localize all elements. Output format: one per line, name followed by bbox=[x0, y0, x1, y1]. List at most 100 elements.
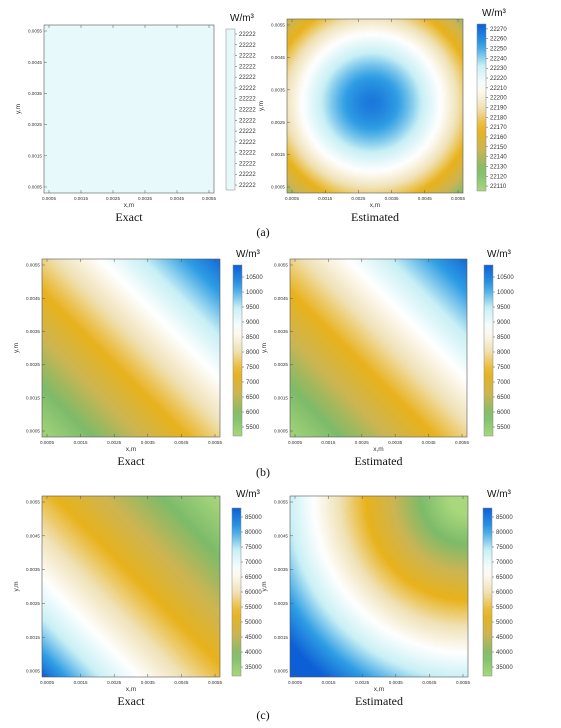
x-tick-label: 0.0055 bbox=[202, 196, 216, 201]
y-tick-label: 0.0055 bbox=[28, 29, 42, 34]
x-axis-label: x,m bbox=[373, 446, 383, 453]
colorbar-tick-label: 22210 bbox=[490, 86, 507, 92]
x-tick-label: 0.0005 bbox=[288, 440, 302, 445]
colorbar-tick-label: 22180 bbox=[490, 115, 507, 121]
x-tick-label: 0.0035 bbox=[141, 440, 155, 445]
x-tick-label: 0.0005 bbox=[285, 196, 299, 201]
x-tick-label: 0.0015 bbox=[74, 196, 88, 201]
panel-title: Estimated bbox=[355, 454, 403, 468]
colorbar-tick-label: 70000 bbox=[496, 560, 513, 566]
plot-frame bbox=[43, 24, 215, 194]
colorbar-tick-label: 75000 bbox=[245, 545, 262, 551]
colorbar-tick-label: 8500 bbox=[246, 335, 260, 341]
y-tick-label: 0.0045 bbox=[26, 533, 40, 538]
colorbar-tick-label: 8000 bbox=[497, 350, 511, 356]
colorbar-tick-label: 22222 bbox=[239, 86, 256, 92]
colorbar-unit-label: W/m³ bbox=[487, 489, 512, 500]
colorbar-tick-label: 22140 bbox=[490, 155, 507, 161]
panel-label: (c) bbox=[256, 708, 269, 722]
x-tick-label: 0.0055 bbox=[208, 440, 222, 445]
x-tick-label: 0.0035 bbox=[385, 196, 399, 201]
x-tick-label: 0.0055 bbox=[208, 680, 222, 685]
x-tick-label: 0.0045 bbox=[422, 680, 436, 685]
heatmap-field bbox=[42, 496, 220, 677]
y-tick-label: 0.0045 bbox=[28, 60, 42, 65]
colorbar-tick-label: 22222 bbox=[239, 172, 256, 178]
panel-title: Estimated bbox=[351, 210, 399, 224]
heatmap-field bbox=[290, 496, 468, 677]
plot-frame bbox=[289, 258, 468, 438]
y-tick-label: 0.0025 bbox=[274, 601, 288, 606]
x-axis-label: x,m bbox=[126, 446, 136, 453]
y-tick-label: 0.0005 bbox=[26, 429, 40, 434]
x-tick-label: 0.0025 bbox=[107, 440, 121, 445]
y-tick-label: 0.0025 bbox=[28, 122, 42, 127]
colorbar-tick-label: 7500 bbox=[497, 365, 511, 371]
colorbar-tick-label: 7000 bbox=[246, 380, 260, 386]
colorbar-tick-label: 22222 bbox=[239, 43, 256, 49]
colorbar-tick-label: 35000 bbox=[496, 665, 513, 671]
heatmap-panel-1: 0.0005 0.0015 0.0025 0.0035 0.0045 0.0055 0.00… bbox=[15, 13, 256, 224]
colorbar-unit-label: W/m³ bbox=[230, 13, 255, 24]
colorbar-tick-label: 22160 bbox=[490, 135, 507, 141]
colorbar-tick-label: 65000 bbox=[496, 575, 513, 581]
x-tick-label: 0.0005 bbox=[40, 440, 54, 445]
x-tick-label: 0.0025 bbox=[106, 196, 120, 201]
y-axis-label: y,m bbox=[13, 343, 20, 353]
colorbar-tick-label: 22222 bbox=[239, 108, 256, 114]
x-tick-label: 0.0025 bbox=[107, 680, 121, 685]
colorbar-tick-label: 80000 bbox=[245, 530, 262, 536]
colorbar-tick-label: 9000 bbox=[246, 320, 260, 326]
colorbar-tick-label: 6000 bbox=[497, 410, 511, 416]
colorbar-tick-label: 22222 bbox=[239, 151, 256, 157]
colorbar-tick-label: 22222 bbox=[239, 64, 256, 70]
panel-label: (a) bbox=[256, 225, 269, 239]
colorbar bbox=[231, 507, 242, 677]
colorbar-tick-label: 22110 bbox=[490, 184, 507, 190]
y-tick-label: 0.0015 bbox=[274, 395, 288, 400]
x-tick-label: 0.0015 bbox=[322, 680, 336, 685]
x-tick-label: 0.0005 bbox=[42, 196, 56, 201]
heatmap-field bbox=[290, 259, 467, 437]
y-tick-label: 0.0005 bbox=[28, 185, 42, 190]
colorbar-tick-label: 22222 bbox=[239, 140, 256, 146]
y-tick-label: 0.0025 bbox=[26, 601, 40, 606]
x-tick-label: 0.0015 bbox=[318, 196, 332, 201]
panel-title: Exact bbox=[115, 210, 143, 224]
y-tick-label: 0.0025 bbox=[274, 362, 288, 367]
colorbar bbox=[482, 507, 493, 677]
colorbar-tick-label: 10000 bbox=[246, 290, 263, 296]
x-tick-label: 0.0035 bbox=[389, 680, 403, 685]
colorbar-tick-label: 22190 bbox=[490, 106, 507, 112]
x-tick-label: 0.0035 bbox=[388, 440, 402, 445]
x-axis-label: x,m bbox=[124, 202, 134, 209]
x-tick-label: 0.0055 bbox=[456, 680, 470, 685]
colorbar-tick-label: 10500 bbox=[497, 275, 514, 281]
colorbar-tick-label: 22130 bbox=[490, 164, 507, 170]
y-tick-label: 0.0005 bbox=[271, 185, 285, 190]
y-tick-label: 0.0055 bbox=[274, 263, 288, 268]
colorbar-tick-label: 65000 bbox=[245, 575, 262, 581]
colorbar-tick-label: 22222 bbox=[239, 129, 256, 135]
colorbar-tick-label: 22250 bbox=[490, 47, 507, 53]
y-tick-label: 0.0035 bbox=[28, 91, 42, 96]
x-tick-label: 0.0015 bbox=[74, 440, 88, 445]
x-tick-label: 0.0055 bbox=[455, 440, 469, 445]
heatmap-field bbox=[42, 259, 220, 437]
colorbar-tick-label: 55000 bbox=[496, 605, 513, 611]
colorbar-tick-label: 22170 bbox=[490, 125, 507, 131]
heatmap-panel-3: 0.0005 0.0015 0.0025 0.0035 0.0045 0.0055 0.00… bbox=[13, 249, 263, 468]
y-tick-label: 0.0055 bbox=[26, 263, 40, 268]
y-axis-label: y,m bbox=[15, 104, 22, 114]
colorbar-tick-label: 6000 bbox=[246, 410, 260, 416]
x-tick-label: 0.0045 bbox=[174, 440, 188, 445]
colorbar-unit-label: W/m³ bbox=[236, 249, 261, 260]
y-tick-label: 0.0045 bbox=[271, 55, 285, 60]
y-tick-label: 0.0035 bbox=[271, 87, 285, 92]
colorbar bbox=[232, 264, 243, 437]
colorbar-tick-label: 22230 bbox=[490, 66, 507, 72]
colorbar-unit-label: W/m³ bbox=[482, 8, 507, 19]
colorbar-unit-label: W/m³ bbox=[236, 489, 261, 500]
colorbar-tick-label: 70000 bbox=[245, 560, 262, 566]
